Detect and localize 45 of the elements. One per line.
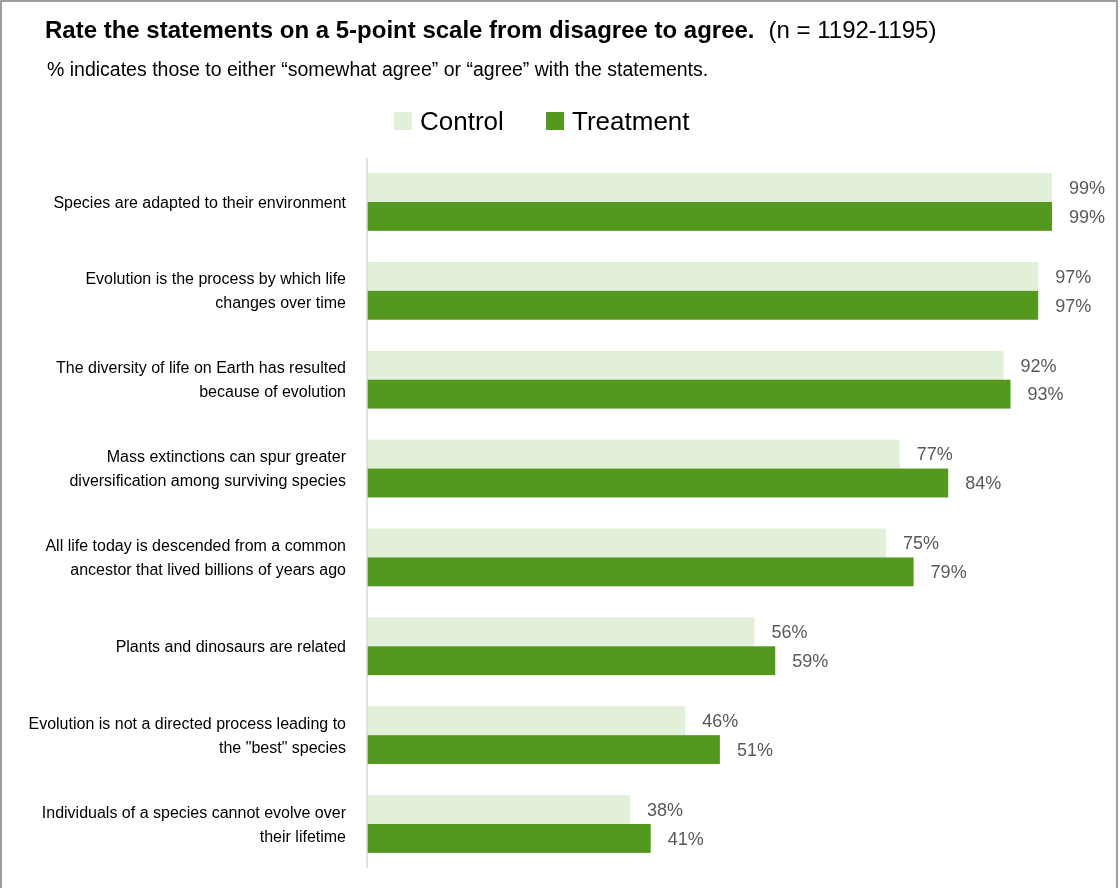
bar — [367, 201, 1052, 231]
text: (n = 1192-1195) — [768, 16, 937, 43]
bar — [367, 528, 886, 558]
bar — [367, 290, 1039, 320]
bar — [367, 706, 686, 736]
y-tick-label: Evolution is not a directed process leading to the "best" species — [28, 714, 347, 756]
y-tick-label: Mass extinctions can spur greater diversification among surviving species — [69, 448, 347, 490]
chart-title: Rate the statements on a 5-point scale from disagree to agree. — [45, 16, 755, 43]
y-tick-label: Individuals of a species cannot evolve over their lifetime — [41, 803, 347, 845]
bar — [367, 824, 651, 853]
data-label: 93% — [1027, 384, 1064, 405]
bar — [367, 261, 1039, 291]
y-tick-label: The diversity of life on Earth has resulted because of evolution — [56, 359, 346, 401]
data-label: 75% — [902, 533, 939, 554]
data-label: 99% — [1069, 177, 1106, 198]
legend-label: Treatment — [572, 106, 691, 137]
data-label: 77% — [916, 444, 953, 465]
data-label: 51% — [736, 739, 773, 760]
data-label: 46% — [702, 711, 739, 732]
data-label: 84% — [965, 473, 1002, 494]
chart-subtitle: % indicates those to either “somewhat agree” or “agree” with the statements. — [47, 58, 709, 80]
legend-label: Control — [420, 106, 504, 137]
data-label: 41% — [667, 828, 704, 849]
bar — [367, 350, 1004, 380]
y-tick-label: Evolution is the process by which life changes over time — [85, 270, 347, 312]
data-label: 97% — [1055, 295, 1092, 316]
data-label: 97% — [1055, 266, 1092, 287]
bar — [367, 379, 1011, 409]
data-label: 99% — [1069, 206, 1106, 227]
data-label: 79% — [930, 562, 967, 583]
bar — [367, 557, 914, 587]
data-label: 38% — [646, 799, 683, 820]
y-tick-label: Species are adapted to their environment — [53, 193, 347, 211]
bar — [367, 795, 630, 825]
y-tick-label: Plants and dinosaurs are related — [115, 637, 346, 655]
bar — [367, 617, 755, 647]
bar — [367, 735, 720, 765]
bar — [367, 646, 776, 676]
bar — [367, 173, 1052, 202]
data-label: 56% — [771, 622, 808, 643]
data-label: 59% — [792, 651, 829, 672]
y-tick-label: All life today is descended from a common ancestor that lived billions of years ago — [45, 537, 347, 579]
data-label: 92% — [1020, 355, 1057, 376]
bar — [367, 468, 949, 498]
bar — [367, 439, 900, 469]
